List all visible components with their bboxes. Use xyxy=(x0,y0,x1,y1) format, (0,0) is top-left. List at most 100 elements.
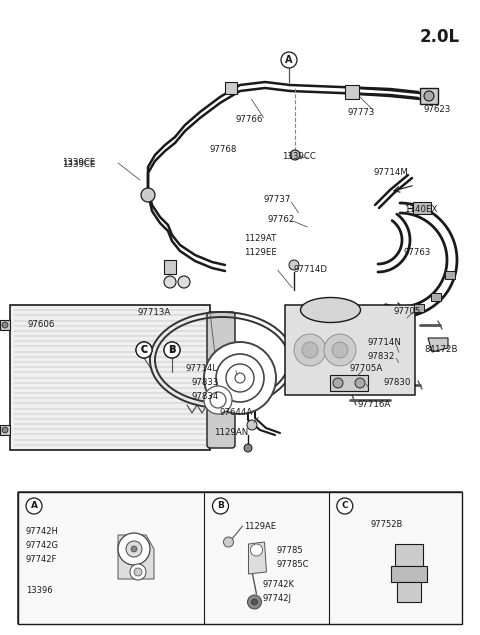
Circle shape xyxy=(130,564,146,580)
Text: 97716A: 97716A xyxy=(358,400,391,409)
Text: 1129EE: 1129EE xyxy=(244,248,277,257)
Circle shape xyxy=(164,342,180,358)
Circle shape xyxy=(204,342,276,414)
Circle shape xyxy=(294,334,326,366)
Circle shape xyxy=(216,354,264,402)
Text: 13396: 13396 xyxy=(26,586,53,595)
Circle shape xyxy=(164,342,180,358)
Text: 1339CE: 1339CE xyxy=(62,158,96,167)
Bar xyxy=(391,566,427,582)
Circle shape xyxy=(213,498,228,514)
Text: 2.0L: 2.0L xyxy=(420,28,460,46)
Ellipse shape xyxy=(300,298,360,323)
Circle shape xyxy=(2,322,8,328)
Text: B: B xyxy=(169,345,175,354)
Text: 84172B: 84172B xyxy=(424,345,457,354)
Circle shape xyxy=(424,91,434,101)
Circle shape xyxy=(290,150,300,160)
Text: 97752B: 97752B xyxy=(371,520,403,529)
Text: 97768: 97768 xyxy=(210,145,238,154)
Text: C: C xyxy=(140,345,148,355)
Circle shape xyxy=(235,373,245,383)
Circle shape xyxy=(164,276,176,288)
Circle shape xyxy=(251,544,263,556)
Circle shape xyxy=(134,568,142,576)
Circle shape xyxy=(281,52,297,68)
Text: 97714L: 97714L xyxy=(186,364,218,373)
Bar xyxy=(444,271,455,279)
Bar xyxy=(431,293,441,301)
Circle shape xyxy=(332,342,348,358)
Text: C: C xyxy=(141,345,147,354)
Text: B: B xyxy=(168,345,176,355)
Bar xyxy=(330,375,368,391)
Bar xyxy=(10,305,210,450)
Text: 97742K: 97742K xyxy=(263,580,295,589)
Bar xyxy=(345,85,359,99)
Bar xyxy=(397,582,421,602)
Text: C: C xyxy=(341,502,348,511)
Polygon shape xyxy=(428,338,448,352)
Circle shape xyxy=(131,546,137,552)
Polygon shape xyxy=(249,542,266,574)
Text: A: A xyxy=(285,55,293,65)
Circle shape xyxy=(226,364,254,392)
Text: 97713A: 97713A xyxy=(138,308,171,317)
Circle shape xyxy=(118,533,150,565)
Text: 1140EX: 1140EX xyxy=(404,205,437,214)
Circle shape xyxy=(324,334,356,366)
Text: 97644A: 97644A xyxy=(220,408,253,417)
Polygon shape xyxy=(118,535,154,579)
Bar xyxy=(413,202,431,214)
Text: 97714M: 97714M xyxy=(374,168,409,177)
Circle shape xyxy=(289,260,299,270)
Circle shape xyxy=(333,378,343,388)
Text: 97737: 97737 xyxy=(264,195,291,204)
Circle shape xyxy=(224,537,233,547)
Text: 97830: 97830 xyxy=(384,378,411,387)
Circle shape xyxy=(210,392,226,408)
Circle shape xyxy=(247,420,257,430)
Bar xyxy=(420,88,438,104)
Text: 1129AN: 1129AN xyxy=(214,428,248,437)
Text: 97742H: 97742H xyxy=(26,527,59,536)
Text: A: A xyxy=(31,502,37,511)
Text: 97834: 97834 xyxy=(192,392,219,401)
Text: 97742G: 97742G xyxy=(26,541,59,550)
Circle shape xyxy=(136,342,152,358)
Circle shape xyxy=(248,595,262,609)
Text: 97705A: 97705A xyxy=(350,364,383,373)
Text: 97714N: 97714N xyxy=(368,338,402,347)
Circle shape xyxy=(26,498,42,514)
Text: 97623: 97623 xyxy=(424,105,451,114)
Circle shape xyxy=(2,427,8,433)
Text: 97773: 97773 xyxy=(348,108,375,117)
Circle shape xyxy=(252,599,257,605)
Bar xyxy=(0,320,10,330)
Bar xyxy=(0,425,10,435)
Text: 97714D: 97714D xyxy=(294,265,328,274)
Bar xyxy=(285,305,415,395)
Circle shape xyxy=(126,541,142,557)
Text: B: B xyxy=(217,502,224,511)
Text: 1129AT: 1129AT xyxy=(244,234,276,243)
Bar xyxy=(164,260,176,274)
Text: 97606: 97606 xyxy=(28,320,55,329)
Circle shape xyxy=(244,444,252,452)
Circle shape xyxy=(204,386,232,414)
Text: 97832: 97832 xyxy=(368,352,396,361)
FancyBboxPatch shape xyxy=(207,312,235,448)
Bar xyxy=(225,82,237,94)
Circle shape xyxy=(136,342,152,358)
Text: 97766: 97766 xyxy=(235,115,263,124)
Circle shape xyxy=(141,188,155,202)
Circle shape xyxy=(302,342,318,358)
Bar xyxy=(414,304,424,312)
Text: 97705: 97705 xyxy=(393,307,420,316)
FancyBboxPatch shape xyxy=(18,492,462,624)
Text: 1129AE: 1129AE xyxy=(244,522,276,531)
Circle shape xyxy=(178,276,190,288)
Text: 1339CC: 1339CC xyxy=(282,152,316,161)
Text: 1339CE: 1339CE xyxy=(62,160,96,169)
Text: 97763: 97763 xyxy=(404,248,432,257)
